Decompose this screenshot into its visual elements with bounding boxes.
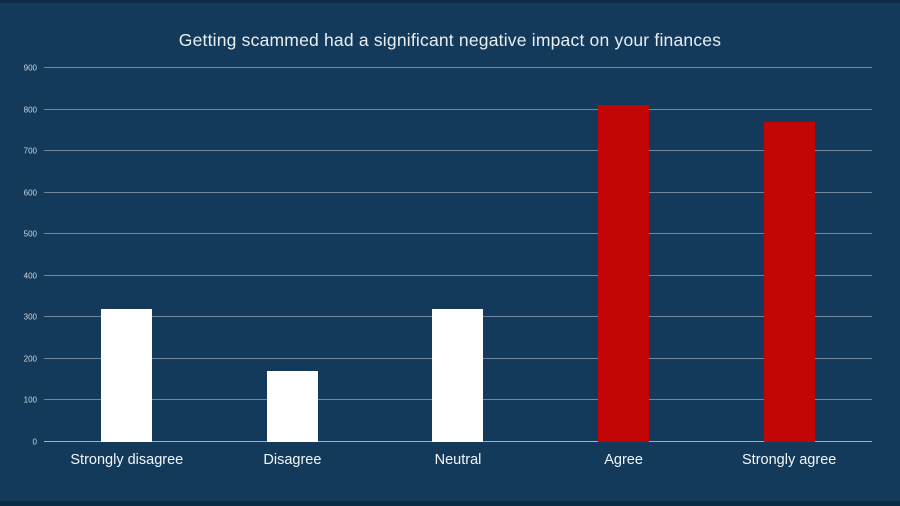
gridline <box>44 233 872 235</box>
bars-row <box>44 68 872 442</box>
category-label-neutral: Neutral <box>434 452 482 468</box>
category-label-agree: Agree <box>604 452 643 468</box>
slide-top-edge <box>0 0 900 3</box>
y-tick-label: 400 <box>23 271 37 281</box>
gridline <box>44 191 872 193</box>
y-tick-label: 600 <box>23 188 37 198</box>
y-tick-label: 700 <box>23 146 37 156</box>
bar-disagree <box>266 371 318 442</box>
category-label-strongly-disagree: Strongly disagree <box>70 452 184 468</box>
bar-agree <box>598 105 650 442</box>
y-tick-label: 900 <box>23 63 37 73</box>
bar-strongly-agree <box>763 122 815 442</box>
bar-neutral <box>432 309 484 442</box>
gridline <box>44 108 872 110</box>
bar-strongly-disagree <box>101 309 153 442</box>
y-tick-label: 0 <box>32 437 37 447</box>
bar-slot <box>44 68 210 442</box>
y-tick-label: 200 <box>23 354 37 364</box>
plot-area: 0 100 200 300 400 500 600 700 800 900 <box>24 64 872 447</box>
bar-slot <box>541 68 707 442</box>
chart-title: Getting scammed had a significant negati… <box>178 30 722 50</box>
slide-bottom-edge <box>0 501 900 506</box>
bar-slot <box>706 68 872 442</box>
y-tick-label: 800 <box>23 105 37 115</box>
y-tick-label: 500 <box>23 229 37 239</box>
gridline <box>44 67 872 68</box>
y-tick-label: 100 <box>23 395 37 405</box>
category-label-disagree: Disagree <box>263 452 322 468</box>
category-label-strongly-agree: Strongly agree <box>742 452 837 468</box>
bar-slot <box>375 68 541 442</box>
gridline <box>44 150 872 152</box>
y-tick-label: 300 <box>23 312 37 322</box>
bar-slot <box>210 68 376 442</box>
gridline <box>44 274 872 276</box>
category-axis: Strongly disagree Disagree Neutral Agree Str… <box>44 452 872 468</box>
